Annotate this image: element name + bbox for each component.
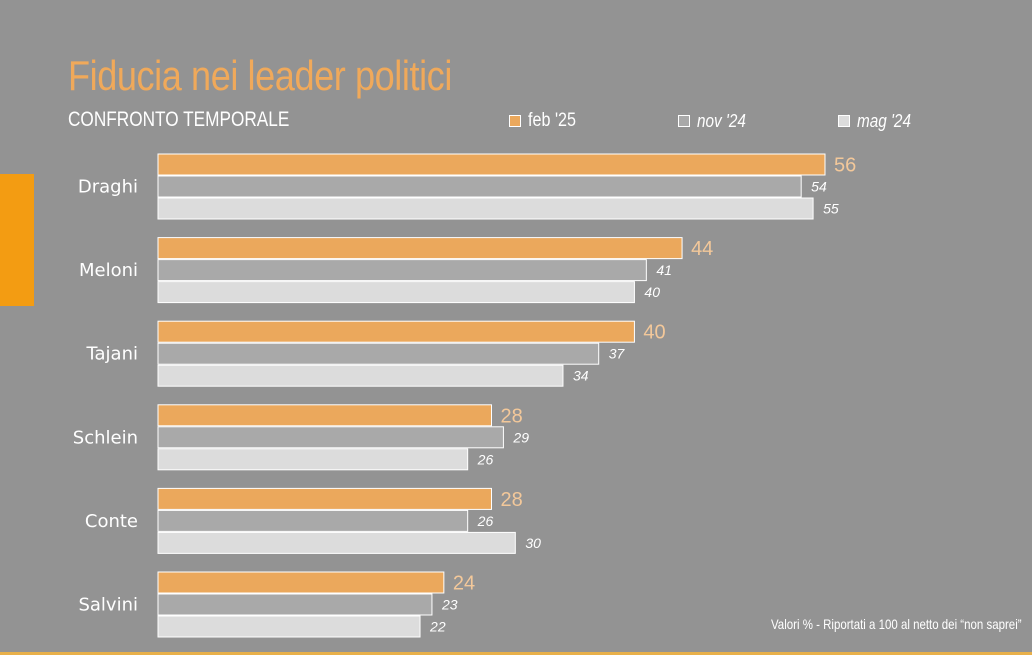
value-label-salvini-nov: 23 bbox=[441, 597, 458, 613]
accent-bar bbox=[0, 174, 34, 306]
bar-salvini-mag bbox=[157, 615, 421, 638]
bar-draghi-mag bbox=[157, 197, 814, 220]
legend-item-feb: feb '25 bbox=[509, 109, 584, 133]
legend-item-nov: nov '24 bbox=[678, 109, 754, 133]
value-label-tajani-mag: 34 bbox=[573, 368, 589, 384]
bar-conte-mag bbox=[157, 531, 516, 554]
bar-draghi-nov bbox=[157, 175, 802, 198]
bar-schlein-feb bbox=[157, 404, 492, 427]
footnote: Valori % - Riportati a 100 al netto dei … bbox=[771, 616, 1022, 632]
value-label-meloni-mag: 40 bbox=[644, 284, 660, 300]
bar-meloni-feb bbox=[157, 237, 683, 260]
value-label-conte-feb: 28 bbox=[501, 489, 523, 511]
chart-subtitle: CONFRONTO TEMPORALE bbox=[68, 108, 290, 131]
legend-swatch-feb bbox=[509, 115, 521, 127]
category-label-tajani: Tajani bbox=[86, 344, 139, 365]
bottom-rule bbox=[0, 652, 1032, 655]
bar-draghi-feb bbox=[157, 153, 826, 176]
value-label-conte-mag: 30 bbox=[525, 535, 541, 551]
category-label-conte: Conte bbox=[85, 511, 138, 532]
legend-swatch-mag bbox=[838, 115, 850, 127]
value-label-schlein-mag: 26 bbox=[477, 451, 494, 467]
value-label-conte-nov: 26 bbox=[477, 513, 494, 529]
value-label-salvini-feb: 24 bbox=[453, 573, 475, 595]
legend-label-mag: mag '24 bbox=[857, 110, 911, 131]
legend-item-mag: mag '24 bbox=[838, 109, 920, 133]
bar-conte-nov bbox=[157, 509, 469, 532]
bar-meloni-nov bbox=[157, 259, 647, 282]
legend-label-nov: nov '24 bbox=[697, 110, 746, 131]
value-label-schlein-feb: 28 bbox=[501, 405, 523, 427]
bar-salvini-feb bbox=[157, 571, 445, 594]
bar-tajani-mag bbox=[157, 364, 564, 387]
bar-meloni-mag bbox=[157, 281, 635, 304]
value-label-tajani-nov: 37 bbox=[609, 346, 626, 362]
value-label-draghi-mag: 55 bbox=[823, 201, 839, 217]
category-label-salvini: Salvini bbox=[78, 595, 138, 616]
bar-salvini-nov bbox=[157, 593, 433, 616]
bar-tajani-feb bbox=[157, 320, 635, 343]
legend-label-feb: feb '25 bbox=[528, 110, 576, 131]
value-label-tajani-feb: 40 bbox=[643, 322, 665, 344]
value-label-draghi-nov: 54 bbox=[811, 179, 827, 195]
bar-schlein-mag bbox=[157, 448, 469, 471]
value-label-draghi-feb: 56 bbox=[834, 155, 856, 177]
legend-swatch-nov bbox=[678, 115, 690, 127]
value-label-meloni-nov: 41 bbox=[656, 262, 672, 278]
bar-tajani-nov bbox=[157, 342, 600, 365]
category-label-draghi: Draghi bbox=[78, 177, 138, 198]
category-label-meloni: Meloni bbox=[79, 260, 138, 281]
category-label-schlein: Schlein bbox=[73, 427, 138, 448]
bar-schlein-nov bbox=[157, 426, 504, 449]
chart-title: Fiducia nei leader politici bbox=[68, 52, 452, 99]
bar-conte-feb bbox=[157, 487, 492, 510]
value-label-salvini-mag: 22 bbox=[429, 619, 446, 635]
value-label-schlein-nov: 29 bbox=[512, 429, 529, 445]
value-label-meloni-feb: 44 bbox=[691, 238, 713, 260]
